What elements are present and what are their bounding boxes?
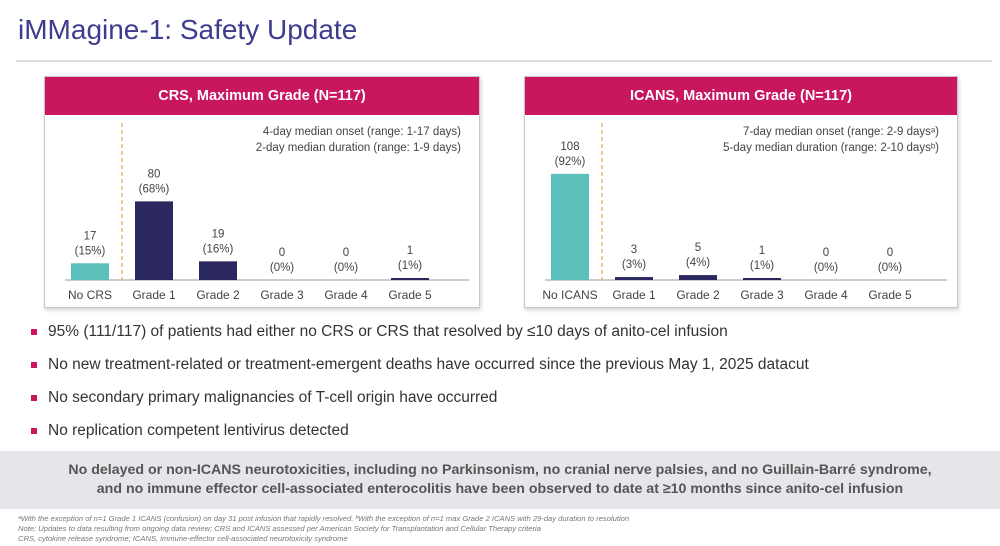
icans-category-label: Grade 2 xyxy=(676,288,720,302)
icans-bar xyxy=(743,278,781,280)
icans-percent-label: (92%) xyxy=(555,156,586,168)
crs-category-label: Grade 2 xyxy=(196,288,240,302)
footnotes: ᵃWith the exception of n=1 Grade 1 ICANS… xyxy=(18,514,988,544)
crs-annotation: 4-day median onset (range: 1-17 days) xyxy=(263,126,461,138)
icans-value-label: 0 xyxy=(887,247,893,259)
bullet-marker xyxy=(31,428,37,434)
icans-category-label: Grade 1 xyxy=(612,288,656,302)
crs-value-label: 80 xyxy=(148,168,161,180)
footnote-1: ᵃWith the exception of n=1 Grade 1 ICANS… xyxy=(18,514,630,523)
icans-bar xyxy=(551,173,589,280)
crs-percent-label: (0%) xyxy=(270,262,294,274)
bullet-item: No replication competent lentivirus dete… xyxy=(30,421,970,454)
bullet-marker xyxy=(31,362,37,368)
title-divider xyxy=(16,60,992,62)
bullet-text: No replication competent lentivirus dete… xyxy=(48,422,349,439)
key-findings-list: 95% (111/117) of patients had either no … xyxy=(30,322,970,454)
summary-banner: No delayed or non-ICANS neurotoxicities,… xyxy=(0,451,1000,509)
slide-title: iMMagine-1: Safety Update xyxy=(18,14,358,45)
bullet-item: No new treatment-related or treatment-em… xyxy=(30,355,970,388)
icans-percent-label: (3%) xyxy=(622,259,646,271)
crs-percent-label: (16%) xyxy=(203,243,234,255)
icans-bar xyxy=(679,275,717,280)
bullet-item: 95% (111/117) of patients had either no … xyxy=(30,322,970,355)
bullet-text: No new treatment-related or treatment-em… xyxy=(48,356,809,373)
crs-percent-label: (1%) xyxy=(398,260,422,272)
crs-category-label: No CRS xyxy=(68,288,112,302)
icans-bar xyxy=(615,277,653,280)
icans-value-label: 5 xyxy=(695,242,701,254)
icans-percent-label: (0%) xyxy=(878,262,902,274)
icans-category-label: Grade 5 xyxy=(868,288,912,302)
icans-percent-label: (1%) xyxy=(750,260,774,272)
bullet-text: 95% (111/117) of patients had either no … xyxy=(48,323,728,340)
crs-value-label: 17 xyxy=(84,230,97,242)
icans-annotation: 5-day median duration (range: 2-10 daysᵇ… xyxy=(723,142,939,154)
icans-value-label: 108 xyxy=(560,141,579,153)
footnote-2: Note: Updates to data resulting from ong… xyxy=(18,524,541,533)
crs-bar-chart: 4-day median onset (range: 1-17 days) 2-d… xyxy=(65,123,469,302)
banner-line-2: and no immune effector cell-associated e… xyxy=(96,481,904,497)
icans-category-label: Grade 3 xyxy=(740,288,784,302)
crs-bar xyxy=(71,263,109,280)
crs-annotation: 2-day median duration (range: 1-9 days) xyxy=(256,142,461,154)
crs-bar xyxy=(135,201,173,280)
icans-annotation: 7-day median onset (range: 2-9 daysᵃ) xyxy=(743,126,939,138)
crs-value-label: 1 xyxy=(407,245,413,257)
icans-category-label: No ICANS xyxy=(542,288,597,302)
icans-percent-label: (4%) xyxy=(686,257,710,269)
icans-value-label: 0 xyxy=(823,247,829,259)
icans-chart-panel: ICANS, Maximum Grade (N=117) 7-day media… xyxy=(524,76,958,308)
crs-percent-label: (0%) xyxy=(334,262,358,274)
crs-percent-label: (15%) xyxy=(75,245,106,257)
crs-percent-label: (68%) xyxy=(139,183,170,195)
icans-percent-label: (0%) xyxy=(814,262,838,274)
crs-chart-title: CRS, Maximum Grade (N=117) xyxy=(45,77,479,115)
crs-bar xyxy=(199,261,237,280)
bullet-marker xyxy=(31,329,37,335)
crs-value-label: 0 xyxy=(343,247,349,259)
crs-chart-panel: CRS, Maximum Grade (N=117) 4-day median … xyxy=(44,76,480,308)
icans-category-label: Grade 4 xyxy=(804,288,848,302)
icans-value-label: 3 xyxy=(631,244,637,256)
bullet-item: No secondary primary malignancies of T-c… xyxy=(30,388,970,421)
footnote-3: CRS, cytokine release syndrome; ICANS, i… xyxy=(18,534,348,543)
crs-bar xyxy=(391,278,429,280)
icans-chart-title: ICANS, Maximum Grade (N=117) xyxy=(525,77,957,115)
crs-value-label: 19 xyxy=(212,228,225,240)
crs-value-label: 0 xyxy=(279,247,285,259)
crs-category-label: Grade 3 xyxy=(260,288,304,302)
bullet-text: No secondary primary malignancies of T-c… xyxy=(48,389,498,406)
banner-line-1: No delayed or non-ICANS neurotoxicities,… xyxy=(68,462,932,478)
bullet-marker xyxy=(31,395,37,401)
crs-category-label: Grade 1 xyxy=(132,288,176,302)
crs-category-label: Grade 4 xyxy=(324,288,368,302)
crs-category-label: Grade 5 xyxy=(388,288,432,302)
icans-bar-chart: 7-day median onset (range: 2-9 daysᵃ) 5-d… xyxy=(542,123,947,302)
icans-value-label: 1 xyxy=(759,245,765,257)
